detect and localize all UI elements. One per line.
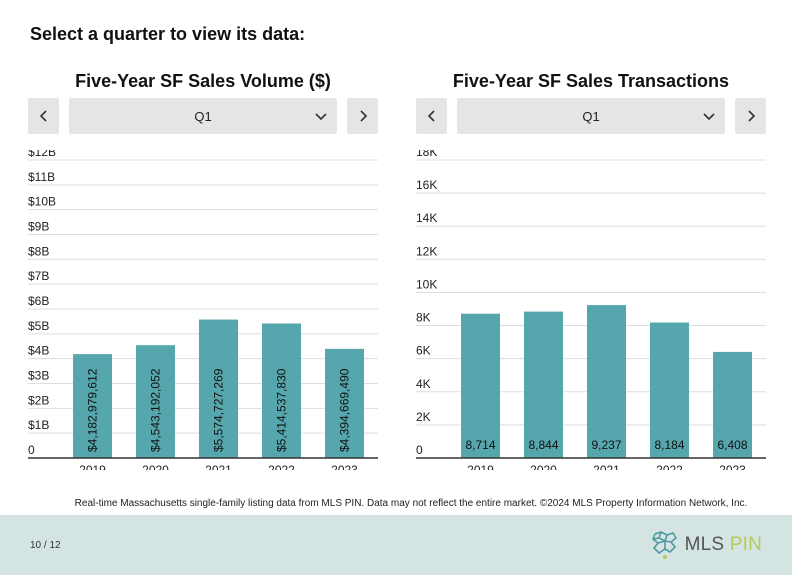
x-tick-label: 2023 xyxy=(719,463,746,470)
bar-data-label: 8,714 xyxy=(465,438,495,452)
sales-volume-bar-chart: 0 $1B $2B $3B $4B $5B $6B $7B $8B $9B $10B $11B $12B… xyxy=(28,150,378,470)
bar-data-label: $4,543,192,052 xyxy=(149,368,163,452)
x-tick-label: 2020 xyxy=(142,463,169,470)
chevron-right-icon xyxy=(359,110,367,122)
y-tick-label: $12B xyxy=(28,150,56,159)
x-tick-label: 2019 xyxy=(79,463,106,470)
chevron-down-icon xyxy=(703,113,715,121)
y-tick-label: $7B xyxy=(28,269,49,283)
y-tick-label: 10K xyxy=(416,277,437,291)
bar[interactable] xyxy=(136,345,175,458)
bar-data-label: 6,408 xyxy=(717,438,747,452)
previous-quarter-button[interactable] xyxy=(28,98,59,134)
bar[interactable] xyxy=(262,323,301,458)
previous-quarter-button[interactable] xyxy=(416,98,447,134)
quarter-select[interactable]: Q1 xyxy=(69,98,337,134)
y-tick-label: 18K xyxy=(416,150,437,159)
y-tick-label: $1B xyxy=(28,418,49,432)
data-source-footnote: Real-time Massachusetts single-family li… xyxy=(74,498,748,509)
y-tick-label: $10B xyxy=(28,195,56,209)
bar-data-label: $5,414,537,830 xyxy=(275,368,289,452)
y-tick-label: $3B xyxy=(28,369,49,383)
chevron-left-icon xyxy=(427,110,435,122)
sales-volume-chart-title: Five-Year SF Sales Volume ($) xyxy=(75,71,331,91)
bar[interactable] xyxy=(524,311,563,458)
bar[interactable] xyxy=(587,305,626,458)
y-tick-label: 6K xyxy=(416,344,431,358)
bar-data-label: $4,394,669,490 xyxy=(338,368,352,452)
y-tick-label: $6B xyxy=(28,294,49,308)
quarter-select-value: Q1 xyxy=(582,108,600,124)
quarter-select[interactable]: Q1 xyxy=(457,98,725,134)
y-tick-label: $4B xyxy=(28,344,49,358)
bar[interactable] xyxy=(199,319,238,458)
mls-pin-logo-text: MLS PIN xyxy=(685,534,762,556)
y-tick-label: 4K xyxy=(416,377,431,391)
y-tick-label: $9B xyxy=(28,220,49,234)
chevron-left-icon xyxy=(39,110,47,122)
page-footer: 10 / 12 MLS PIN xyxy=(0,515,792,575)
bar[interactable] xyxy=(325,348,364,458)
x-tick-label: 2020 xyxy=(530,463,557,470)
y-tick-label: 14K xyxy=(416,211,437,225)
x-tick-label: 2022 xyxy=(268,463,295,470)
y-tick-label: $8B xyxy=(28,244,49,258)
y-tick-label: $11B xyxy=(28,170,55,184)
x-tick-label: 2022 xyxy=(656,463,683,470)
bar-data-label: 8,844 xyxy=(528,438,558,452)
bar-data-label: 8,184 xyxy=(654,438,684,452)
bar[interactable] xyxy=(73,354,112,458)
bar[interactable] xyxy=(713,351,752,458)
bar-data-label: 9,237 xyxy=(591,438,621,452)
y-tick-label: $2B xyxy=(28,393,49,407)
y-tick-label: 0 xyxy=(28,443,35,457)
bar[interactable] xyxy=(650,322,689,458)
sales-volume-panel: Five-Year SF Sales Volume ($) Q1 0 $1B $2B… xyxy=(28,70,378,470)
bar[interactable] xyxy=(461,313,500,458)
y-tick-label: 2K xyxy=(416,410,431,424)
sales-transactions-bar-chart: 0 2K 4K 6K 8K 10K 12K 14K 16K 18K 8,714 2019 8,844 20… xyxy=(416,150,766,470)
page-number: 10 / 12 xyxy=(30,540,61,551)
y-tick-label: $5B xyxy=(28,319,49,333)
next-quarter-button[interactable] xyxy=(347,98,378,134)
x-tick-label: 2021 xyxy=(205,463,232,470)
y-tick-label: 16K xyxy=(416,178,437,192)
chevron-down-icon xyxy=(315,113,327,121)
x-tick-label: 2019 xyxy=(467,463,494,470)
page-heading: Select a quarter to view its data: xyxy=(30,24,306,44)
y-tick-label: 0 xyxy=(416,443,423,457)
logo-text-accent: PIN xyxy=(729,534,762,555)
x-tick-label: 2023 xyxy=(331,463,358,470)
bar-data-label: $5,574,727,269 xyxy=(212,368,226,452)
y-tick-label: 8K xyxy=(416,311,431,325)
sales-transactions-panel: Five-Year SF Sales Transactions Q1 0 2K 4K… xyxy=(416,70,766,470)
y-tick-label: 12K xyxy=(416,244,437,258)
x-tick-label: 2021 xyxy=(593,463,620,470)
sales-transactions-chart-title: Five-Year SF Sales Transactions xyxy=(452,71,730,91)
bar-data-label: $4,182,979,612 xyxy=(86,368,100,452)
next-quarter-button[interactable] xyxy=(735,98,766,134)
logo-text-main: MLS xyxy=(684,534,730,555)
chevron-right-icon xyxy=(747,110,755,122)
quarter-select-value: Q1 xyxy=(194,108,212,124)
mls-pin-logo-icon xyxy=(651,531,677,559)
mls-pin-logo: MLS PIN xyxy=(651,529,762,561)
